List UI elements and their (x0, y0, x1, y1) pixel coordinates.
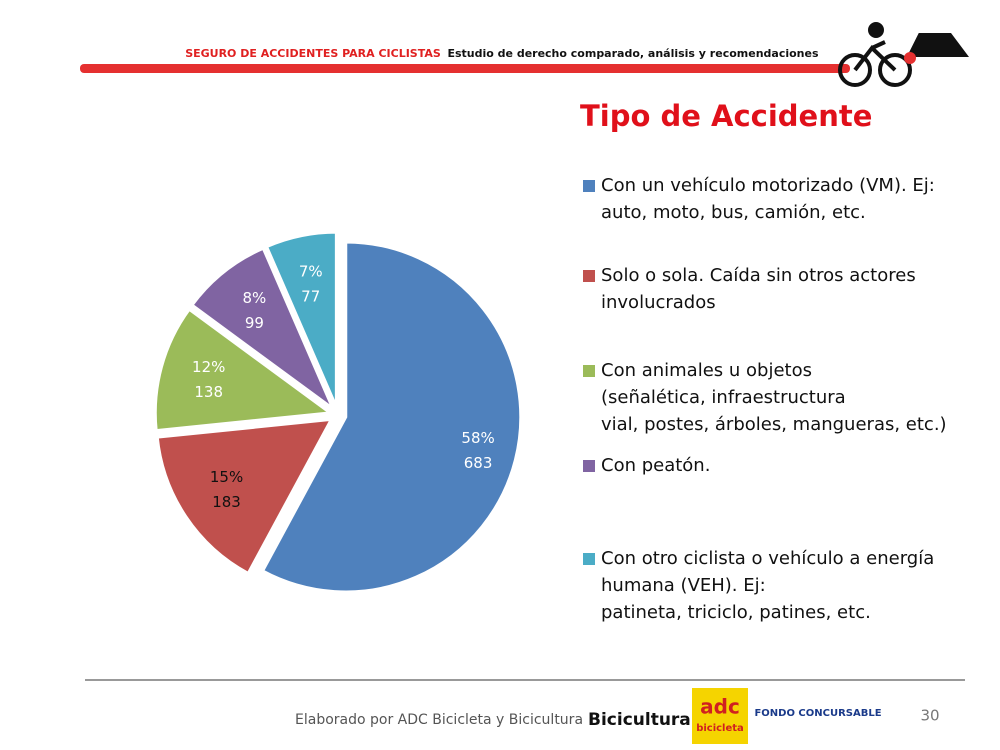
header-bar (80, 64, 850, 73)
slice-value-label: 183 (212, 493, 241, 511)
slice-percent-label: 15% (210, 468, 243, 486)
slice-value-label: 683 (464, 454, 493, 472)
slice-percent-label: 8% (243, 289, 267, 307)
legend-swatch (583, 553, 595, 565)
legend-item: Con animales u objetos (señalética, infr… (583, 357, 947, 438)
pie-slice (260, 240, 523, 594)
legend-label: Con un vehículo motorizado (VM). Ej: aut… (601, 175, 935, 223)
header-left: SEGURO DE ACCIDENTES PARA CICLISTAS (185, 47, 441, 60)
legend-item: Solo o sola. Caída sin otros actores inv… (583, 262, 916, 316)
pie: 58% 683 15% 183 12% 138 8% 99 7% 77 (153, 230, 523, 594)
header-right: Estudio de derecho comparado, análisis y… (447, 47, 818, 60)
logo-bicicultura: Bicicultura (588, 710, 691, 730)
logo-adc-box (692, 688, 748, 744)
cyclist-car-icon (838, 22, 969, 87)
pie-slice (155, 417, 335, 576)
slice-percent-label: 58% (461, 429, 494, 447)
logo-fondo: FONDO CONCURSABLE (754, 708, 881, 719)
slice-value-label: 138 (194, 383, 223, 401)
legend-swatch (583, 180, 595, 192)
pie-slice (264, 230, 338, 408)
chart-title: Tipo de Accidente (580, 99, 872, 133)
slice-value-label: 99 (245, 314, 264, 332)
legend-label: Con otro ciclista o vehículo a energía h… (601, 548, 935, 623)
legend-swatch (583, 365, 595, 377)
logo-adc: adc (700, 695, 740, 719)
pie-slice (189, 246, 337, 414)
legend-item: Con peatón. (583, 452, 710, 479)
legend-label: Solo o sola. Caída sin otros actores inv… (601, 265, 916, 313)
slice-percent-label: 12% (192, 358, 225, 376)
page-number: 30 (920, 707, 939, 725)
legend-label: Con peatón. (601, 455, 711, 476)
slice-value-label: 77 (301, 287, 320, 305)
legend-swatch (583, 460, 595, 472)
footer-credit: Elaborado por ADC Bicicleta y Bicicultur… (295, 712, 583, 728)
logo-bicicleta: bicicleta (696, 723, 744, 734)
legend-swatch (583, 270, 595, 282)
slice-percent-label: 7% (299, 262, 323, 280)
legend-item: Con otro ciclista o vehículo a energía h… (583, 545, 934, 626)
legend-item: Con un vehículo motorizado (VM). Ej: aut… (583, 172, 935, 226)
legend-label: Con animales u objetos (señalética, infr… (601, 360, 947, 435)
pie-slice (153, 307, 335, 433)
